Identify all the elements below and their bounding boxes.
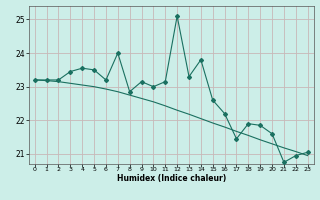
X-axis label: Humidex (Indice chaleur): Humidex (Indice chaleur) [116,174,226,183]
